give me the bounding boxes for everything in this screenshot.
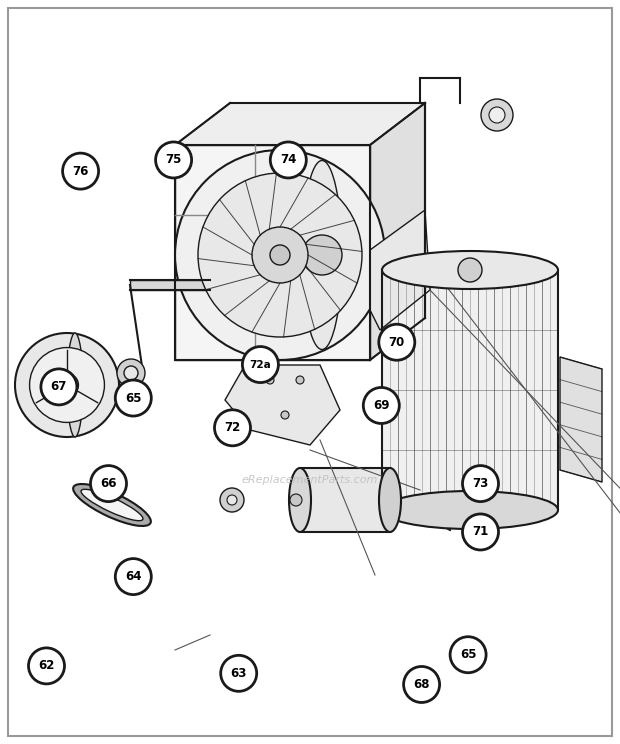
Circle shape (290, 494, 302, 506)
Polygon shape (175, 103, 425, 145)
Circle shape (221, 655, 257, 691)
Polygon shape (370, 103, 425, 360)
Text: 67: 67 (51, 380, 67, 394)
Polygon shape (560, 357, 602, 482)
Text: 75: 75 (166, 153, 182, 167)
Ellipse shape (67, 333, 83, 437)
Ellipse shape (382, 491, 558, 529)
Text: 72: 72 (224, 421, 241, 434)
Circle shape (227, 495, 237, 505)
Text: 65: 65 (125, 391, 141, 405)
Circle shape (56, 373, 79, 397)
Circle shape (156, 142, 192, 178)
Ellipse shape (81, 490, 143, 521)
Circle shape (215, 410, 250, 446)
Circle shape (242, 347, 278, 382)
Circle shape (302, 235, 342, 275)
Ellipse shape (289, 468, 311, 532)
Text: 76: 76 (73, 164, 89, 178)
Circle shape (15, 333, 119, 437)
Circle shape (463, 466, 498, 501)
Circle shape (404, 667, 440, 702)
Text: 71: 71 (472, 525, 489, 539)
Polygon shape (370, 210, 430, 330)
Circle shape (270, 142, 306, 178)
Polygon shape (175, 145, 370, 360)
Polygon shape (300, 468, 390, 532)
Ellipse shape (379, 468, 401, 532)
Ellipse shape (382, 251, 558, 289)
Text: 70: 70 (389, 336, 405, 349)
Text: 63: 63 (231, 667, 247, 680)
Circle shape (363, 388, 399, 423)
Text: 74: 74 (280, 153, 296, 167)
Circle shape (458, 258, 482, 282)
Text: 62: 62 (38, 659, 55, 673)
Circle shape (379, 324, 415, 360)
Polygon shape (225, 365, 340, 445)
Circle shape (252, 227, 308, 283)
Circle shape (489, 107, 505, 123)
Text: 73: 73 (472, 477, 489, 490)
Circle shape (450, 637, 486, 673)
Circle shape (296, 376, 304, 384)
Text: 68: 68 (414, 678, 430, 691)
Text: 69: 69 (373, 399, 389, 412)
Polygon shape (130, 280, 210, 290)
Text: 65: 65 (460, 648, 476, 661)
Circle shape (41, 369, 77, 405)
Circle shape (29, 648, 64, 684)
Text: 72a: 72a (249, 359, 272, 370)
Circle shape (124, 366, 138, 380)
Circle shape (91, 466, 126, 501)
Text: 66: 66 (100, 477, 117, 490)
Circle shape (175, 150, 385, 360)
Circle shape (115, 380, 151, 416)
Text: eReplacementParts.com: eReplacementParts.com (242, 475, 378, 485)
Ellipse shape (73, 484, 151, 526)
Text: 64: 64 (125, 570, 141, 583)
Circle shape (117, 359, 145, 387)
Circle shape (281, 411, 289, 419)
Circle shape (463, 514, 498, 550)
Ellipse shape (302, 161, 342, 350)
Circle shape (198, 173, 362, 337)
Polygon shape (382, 270, 558, 510)
Circle shape (266, 376, 274, 384)
Circle shape (270, 245, 290, 265)
Circle shape (30, 347, 104, 423)
Circle shape (63, 153, 99, 189)
Circle shape (481, 99, 513, 131)
Circle shape (220, 488, 244, 512)
Circle shape (115, 559, 151, 594)
